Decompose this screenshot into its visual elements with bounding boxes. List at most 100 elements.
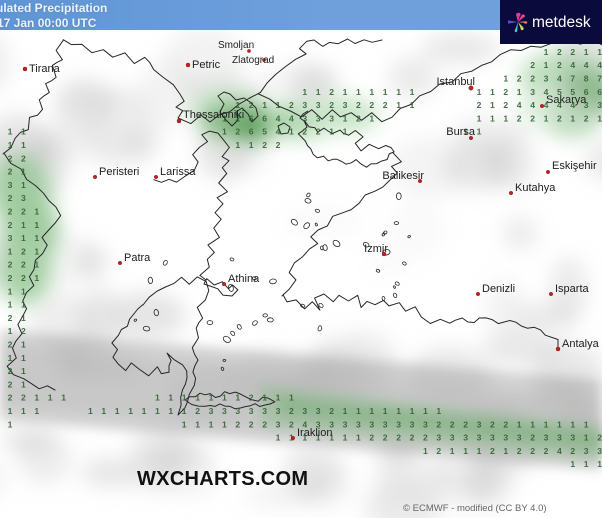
svg-text:1: 1 — [235, 393, 240, 403]
svg-text:3: 3 — [209, 406, 214, 416]
svg-text:2: 2 — [356, 113, 361, 123]
svg-text:3: 3 — [517, 433, 522, 443]
svg-text:4: 4 — [530, 100, 535, 110]
svg-text:2: 2 — [369, 433, 374, 443]
svg-text:2: 2 — [8, 313, 13, 323]
svg-text:2: 2 — [517, 74, 522, 84]
svg-text:6: 6 — [597, 87, 602, 97]
svg-text:3: 3 — [356, 419, 361, 429]
svg-text:1: 1 — [8, 353, 13, 363]
svg-text:2: 2 — [8, 207, 13, 217]
svg-text:2: 2 — [21, 153, 26, 163]
svg-text:2: 2 — [396, 433, 401, 443]
svg-text:2: 2 — [557, 47, 562, 57]
svg-text:2: 2 — [21, 273, 26, 283]
svg-text:1: 1 — [584, 47, 589, 57]
svg-text:2: 2 — [329, 87, 334, 97]
svg-text:1: 1 — [34, 393, 39, 403]
svg-text:2: 2 — [302, 127, 307, 137]
svg-text:2: 2 — [8, 260, 13, 270]
svg-text:1: 1 — [570, 113, 575, 123]
svg-text:2: 2 — [249, 393, 254, 403]
svg-text:Zlatograd: Zlatograd — [232, 55, 274, 66]
svg-text:1: 1 — [21, 406, 26, 416]
svg-text:1: 1 — [597, 459, 602, 469]
svg-text:1: 1 — [276, 100, 281, 110]
svg-text:Athina: Athina — [228, 273, 260, 285]
svg-text:3: 3 — [316, 406, 321, 416]
svg-text:Eskişehir: Eskişehir — [552, 160, 597, 172]
svg-text:1: 1 — [343, 406, 348, 416]
svg-text:1: 1 — [436, 406, 441, 416]
svg-text:Thessaloniki: Thessaloniki — [183, 109, 244, 121]
svg-text:1: 1 — [209, 393, 214, 403]
svg-text:2: 2 — [8, 379, 13, 389]
svg-text:3: 3 — [316, 113, 321, 123]
svg-text:1: 1 — [8, 326, 13, 336]
svg-text:1: 1 — [34, 207, 39, 217]
svg-text:1: 1 — [115, 406, 120, 416]
svg-text:2: 2 — [544, 446, 549, 456]
svg-text:1: 1 — [544, 113, 549, 123]
svg-text:5: 5 — [262, 127, 267, 137]
svg-text:1: 1 — [222, 419, 227, 429]
svg-text:3: 3 — [276, 419, 281, 429]
svg-text:1: 1 — [155, 393, 160, 403]
svg-text:3: 3 — [503, 433, 508, 443]
svg-text:2: 2 — [503, 419, 508, 429]
svg-text:2: 2 — [21, 260, 26, 270]
svg-text:4: 4 — [584, 60, 589, 70]
svg-text:2: 2 — [21, 393, 26, 403]
svg-text:2: 2 — [289, 100, 294, 110]
svg-text:2: 2 — [517, 113, 522, 123]
svg-text:2: 2 — [490, 419, 495, 429]
svg-text:1: 1 — [356, 406, 361, 416]
svg-text:1: 1 — [101, 406, 106, 416]
svg-text:Izmir: Izmir — [364, 243, 388, 255]
svg-text:1: 1 — [423, 406, 428, 416]
svg-text:Isparta: Isparta — [555, 283, 590, 295]
svg-text:1: 1 — [490, 100, 495, 110]
svg-text:1: 1 — [61, 393, 66, 403]
svg-text:Peristeri: Peristeri — [99, 166, 139, 178]
svg-text:1: 1 — [383, 406, 388, 416]
svg-text:1: 1 — [477, 87, 482, 97]
svg-text:1: 1 — [369, 406, 374, 416]
svg-text:Istanbul: Istanbul — [436, 76, 475, 88]
svg-text:1: 1 — [396, 100, 401, 110]
svg-text:3: 3 — [302, 100, 307, 110]
svg-text:1: 1 — [477, 127, 482, 137]
svg-text:3: 3 — [8, 233, 13, 243]
svg-text:1: 1 — [396, 87, 401, 97]
svg-text:7: 7 — [597, 74, 602, 84]
svg-text:4: 4 — [570, 60, 575, 70]
svg-text:2: 2 — [597, 433, 602, 443]
svg-text:1: 1 — [570, 459, 575, 469]
svg-text:1: 1 — [235, 140, 240, 150]
svg-text:1: 1 — [21, 313, 26, 323]
svg-text:1: 1 — [503, 74, 508, 84]
svg-text:2: 2 — [8, 393, 13, 403]
svg-text:3: 3 — [490, 433, 495, 443]
svg-text:3: 3 — [343, 419, 348, 429]
svg-text:Petric: Petric — [192, 59, 221, 71]
svg-text:2: 2 — [262, 419, 267, 429]
svg-text:1: 1 — [21, 286, 26, 296]
svg-text:2: 2 — [235, 127, 240, 137]
svg-text:4: 4 — [276, 127, 281, 137]
svg-text:1: 1 — [369, 113, 374, 123]
svg-text:1: 1 — [8, 140, 13, 150]
svg-text:1: 1 — [343, 113, 348, 123]
svg-text:2: 2 — [490, 446, 495, 456]
svg-text:3: 3 — [8, 180, 13, 190]
svg-text:1: 1 — [329, 127, 334, 137]
svg-text:1: 1 — [48, 393, 53, 403]
svg-text:3: 3 — [450, 433, 455, 443]
svg-text:4: 4 — [557, 446, 562, 456]
svg-text:2: 2 — [21, 326, 26, 336]
svg-text:3: 3 — [249, 406, 254, 416]
svg-text:3: 3 — [477, 419, 482, 429]
svg-text:1: 1 — [302, 87, 307, 97]
svg-text:4: 4 — [597, 60, 602, 70]
svg-text:4: 4 — [276, 113, 281, 123]
